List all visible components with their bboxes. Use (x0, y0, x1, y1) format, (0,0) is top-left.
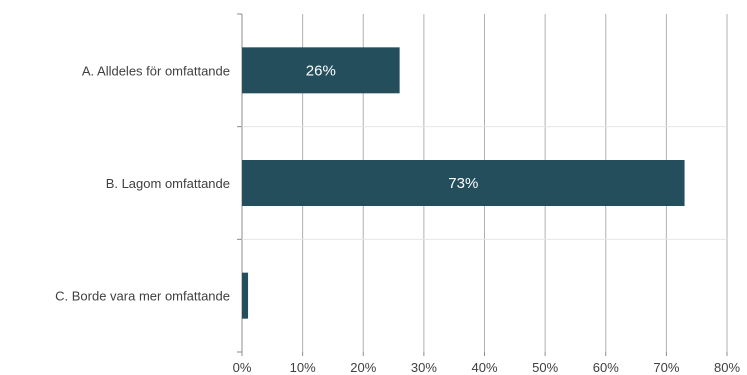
category-labels: A. Alldeles för omfattande B. Lagom omfat… (55, 63, 230, 303)
category-label: B. Lagom omfattande (106, 176, 230, 191)
bar-3 (242, 272, 249, 319)
x-tick-label: 70% (653, 360, 679, 375)
x-tick-label: 10% (290, 360, 316, 375)
category-label: A. Alldeles för omfattande (82, 63, 230, 78)
data-label: 73% (448, 175, 478, 192)
category-label: C. Borde vara mer omfattande (55, 289, 230, 304)
data-labels: 26% 73% (306, 62, 479, 192)
bars (242, 47, 685, 319)
x-tick-label: 30% (411, 360, 437, 375)
x-tick-label: 40% (471, 360, 497, 375)
x-tick-label: 80% (714, 360, 740, 375)
data-label: 26% (306, 62, 336, 79)
x-tick-label: 50% (532, 360, 558, 375)
x-axis-tick-labels: 0% 10% 20% 30% 40% 50% 60% 70% 80% (233, 360, 741, 375)
x-tick-label: 20% (350, 360, 376, 375)
bar-1 (242, 47, 400, 94)
x-tick-label: 0% (233, 360, 252, 375)
x-tick-label: 60% (593, 360, 619, 375)
bar-2 (242, 160, 685, 206)
